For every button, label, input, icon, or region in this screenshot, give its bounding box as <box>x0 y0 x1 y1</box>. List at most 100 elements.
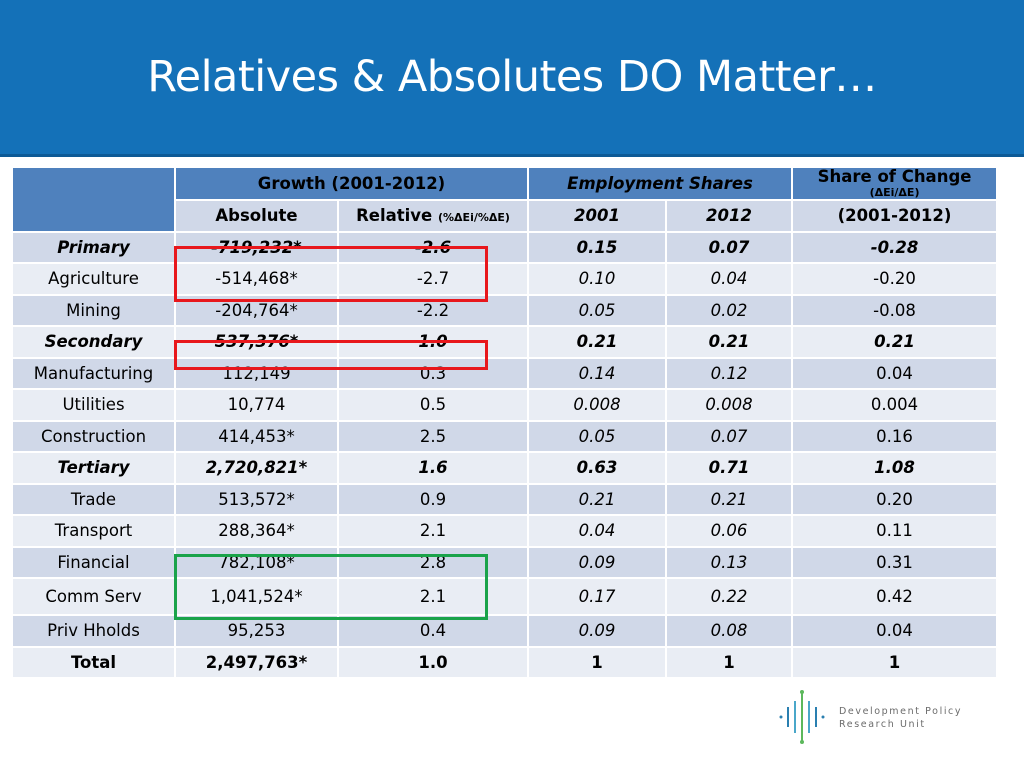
cell-share-2012: 0.21 <box>665 482 794 516</box>
header-relative: Relative (%ΔEi/%ΔE) <box>336 199 530 233</box>
cell-share-2012: 0.07 <box>665 419 794 453</box>
cell-share-change: 0.21 <box>791 325 999 359</box>
cell-relative: 0.9 <box>336 482 530 516</box>
cell-share-2001: 0.15 <box>527 230 668 264</box>
cell-share-change: 0.42 <box>791 577 999 616</box>
row-label: Total <box>11 645 176 679</box>
row-label: Transport <box>11 514 176 548</box>
dpru-logo-text: Development Policy Research Unit <box>839 705 962 731</box>
cell-share-change: 0.16 <box>791 419 999 453</box>
row-label: Manufacturing <box>11 356 176 390</box>
cell-absolute: 288,364* <box>174 514 339 548</box>
cell-share-change: -0.08 <box>791 293 999 327</box>
row-label: Agriculture <box>11 262 176 296</box>
cell-share-2001: 0.63 <box>527 451 668 485</box>
highlight-primary-box <box>174 246 488 302</box>
cell-share-2001: 0.14 <box>527 356 668 390</box>
cell-share-change: -0.20 <box>791 262 999 296</box>
cell-share-2012: 0.02 <box>665 293 794 327</box>
cell-share-2012: 0.22 <box>665 577 794 616</box>
cell-share-change: 1 <box>791 645 999 679</box>
cell-share-change: 0.20 <box>791 482 999 516</box>
highlight-financial-box <box>174 554 488 620</box>
cell-relative: 2.1 <box>336 577 530 616</box>
cell-share-2012: 0.08 <box>665 614 794 648</box>
cell-share-change: 0.04 <box>791 356 999 390</box>
header-row-top: Growth (2001-2012) Employment Shares Sha… <box>11 166 999 233</box>
header-employment-shares: Employment Shares <box>527 166 794 201</box>
highlight-secondary-box <box>174 340 488 370</box>
header-share-of-change: Share of Change (ΔEi/ΔE) <box>791 166 999 201</box>
dpru-logo: Development Policy Research Unit <box>777 684 989 750</box>
cell-share-change: 1.08 <box>791 451 999 485</box>
cell-absolute: -514,468* <box>174 262 339 296</box>
cell-share-2001: 0.04 <box>527 514 668 548</box>
dpru-logo-mark-icon <box>779 690 825 744</box>
cell-share-change: -0.28 <box>791 230 999 264</box>
cell-share-2012: 0.12 <box>665 356 794 390</box>
header-growth: Growth (2001-2012) <box>173 166 530 201</box>
row-label: Trade <box>11 482 176 516</box>
cell-share-2012: 0.71 <box>665 451 794 485</box>
row-label: Secondary <box>11 325 176 359</box>
cell-absolute: 10,774 <box>174 388 339 422</box>
cell-share-2001: 0.008 <box>527 388 668 422</box>
relative-label: Relative <box>356 206 433 226</box>
table-row: Trade 513,572* 0.9 0.21 0.21 0.20 <box>11 482 999 516</box>
row-label: Primary <box>11 230 176 264</box>
cell-share-2012: 0.13 <box>665 545 794 579</box>
cell-relative: 1.0 <box>336 645 530 679</box>
cell-absolute: 2,497,763* <box>174 645 339 679</box>
table-row: Mining -204,764* -2.2 0.05 0.02 -0.08 <box>11 293 999 327</box>
cell-absolute: 513,572* <box>174 482 339 516</box>
row-label: Construction <box>11 419 176 453</box>
cell-absolute: 95,253 <box>174 614 339 648</box>
cell-share-change: 0.31 <box>791 545 999 579</box>
cell-absolute: 414,453* <box>174 419 339 453</box>
logo-line-2: Research Unit <box>839 719 926 730</box>
relative-formula: (%ΔEi/%ΔE) <box>438 211 510 225</box>
cell-relative: 2.5 <box>336 419 530 453</box>
table-row-total: Total 2,497,763* 1.0 1 1 1 <box>11 645 999 679</box>
row-label: Comm Serv <box>11 577 176 616</box>
cell-relative: -2.7 <box>336 262 530 296</box>
cell-absolute: 1,041,524* <box>174 577 339 616</box>
cell-relative: 2.1 <box>336 514 530 548</box>
cell-share-2001: 0.05 <box>527 293 668 327</box>
cell-relative: 0.5 <box>336 388 530 422</box>
cell-share-change: 0.11 <box>791 514 999 548</box>
table-row: Utilities 10,774 0.5 0.008 0.008 0.004 <box>11 388 999 422</box>
row-label: Utilities <box>11 388 176 422</box>
cell-share-2001: 0.09 <box>527 614 668 648</box>
cell-share-2001: 0.10 <box>527 262 668 296</box>
slide-title: Relatives & Absolutes DO Matter… <box>147 52 877 102</box>
header-2001: 2001 <box>527 199 668 233</box>
cell-share-2012: 0.21 <box>665 325 794 359</box>
share-of-change-formula: (ΔEi/ΔE) <box>869 186 920 199</box>
cell-share-change: 0.04 <box>791 614 999 648</box>
table-row: Agriculture -514,468* -2.7 0.10 0.04 -0.… <box>11 262 999 296</box>
cell-share-2012: 0.07 <box>665 230 794 264</box>
employment-table: Growth (2001-2012) Employment Shares Sha… <box>11 166 999 679</box>
table-row: Comm Serv 1,041,524* 2.1 0.17 0.22 0.42 <box>11 577 999 616</box>
table-row: Construction 414,453* 2.5 0.05 0.07 0.16 <box>11 419 999 453</box>
row-label: Priv Hholds <box>11 614 176 648</box>
table-row: Financial 782,108* 2.8 0.09 0.13 0.31 <box>11 545 999 579</box>
cell-share-2001: 0.05 <box>527 419 668 453</box>
table-row: Priv Hholds 95,253 0.4 0.09 0.08 0.04 <box>11 614 999 648</box>
header-absolute: Absolute <box>174 199 339 233</box>
cell-share-2012: 0.008 <box>665 388 794 422</box>
header-2012: 2012 <box>665 199 794 233</box>
cell-share-2012: 0.04 <box>665 262 794 296</box>
header-period: (2001-2012) <box>791 199 999 233</box>
table-row: Manufacturing 112,149 0.3 0.14 0.12 0.04 <box>11 356 999 390</box>
table-row: Secondary 537,376* 1.0 0.21 0.21 0.21 <box>11 325 999 359</box>
cell-share-2001: 1 <box>527 645 668 679</box>
table-row: Tertiary 2,720,821* 1.6 0.63 0.71 1.08 <box>11 451 999 485</box>
logo-line-1: Development Policy <box>839 706 963 717</box>
cell-absolute: 2,720,821* <box>174 451 339 485</box>
cell-share-2001: 0.21 <box>527 325 668 359</box>
table-row: Primary -719,232* -2.6 0.15 0.07 -0.28 <box>11 230 999 264</box>
row-label: Tertiary <box>11 451 176 485</box>
cell-share-2001: 0.21 <box>527 482 668 516</box>
